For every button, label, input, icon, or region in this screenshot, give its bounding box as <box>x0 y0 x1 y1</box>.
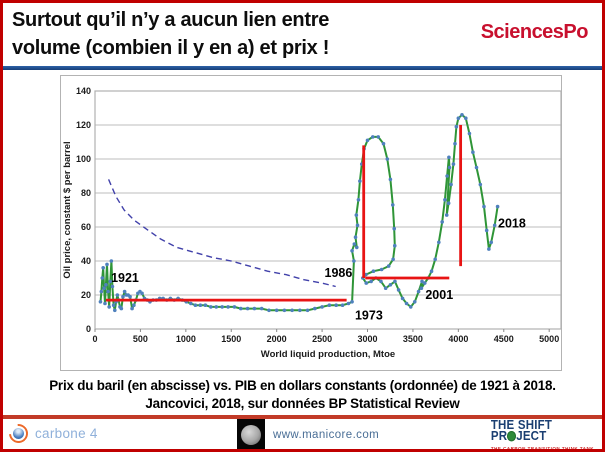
svg-text:0: 0 <box>86 324 91 334</box>
svg-text:120: 120 <box>76 120 91 130</box>
footer: carbone 4 www.manicore.com THE SHIFT PR J… <box>3 418 602 451</box>
svg-text:140: 140 <box>76 86 91 96</box>
slide-title-line1: Surtout qu’il n’y a aucun lien entre <box>12 9 330 31</box>
header-divider <box>3 66 602 70</box>
carbone4-logo: carbone 4 <box>5 420 98 447</box>
svg-text:2001: 2001 <box>425 288 453 302</box>
svg-text:Oil price, constant $ per barr: Oil price, constant $ per barrel <box>62 141 73 278</box>
svg-text:80: 80 <box>81 188 91 198</box>
carbone4-label: carbone 4 <box>35 426 98 441</box>
oil-price-chart-canvas: 0 500 1000 1500 2000 2500 3000 3500 4000 4500 5000… <box>62 86 561 360</box>
svg-text:100: 100 <box>76 154 91 164</box>
slide-title: Surtout qu’il n’y a aucun lien entre vol… <box>12 6 329 62</box>
svg-text:20: 20 <box>81 290 91 300</box>
svg-text:5000: 5000 <box>539 334 559 344</box>
moon-image <box>237 419 265 449</box>
svg-text:3500: 3500 <box>403 334 423 344</box>
caption-line1: Prix du baril (en abscisse) vs. PIB en d… <box>49 378 556 393</box>
slide-title-line2: volume (combien il y en a) et prix ! <box>12 37 330 59</box>
manicore-url: www.manicore.com <box>273 429 380 441</box>
shift-logo-tagline: THE CARBON TRANSITION THINK TANK <box>490 446 594 451</box>
shift-project-logo: THE SHIFT PR JECT THE CARBON TRANSITION T… <box>490 418 594 451</box>
svg-text:4000: 4000 <box>448 334 468 344</box>
caption-line2: Jancovici, 2018, sur données BP Statisti… <box>145 396 460 411</box>
svg-text:500: 500 <box>133 334 148 344</box>
moon-icon <box>241 425 261 445</box>
chart-caption: Prix du baril (en abscisse) vs. PIB en d… <box>3 377 602 413</box>
svg-text:2500: 2500 <box>312 334 332 344</box>
svg-text:1973: 1973 <box>355 308 383 322</box>
svg-text:World liquid production, Mtoe: World liquid production, Mtoe <box>261 349 395 360</box>
sciencespo-logo: SciencesPo <box>480 21 589 43</box>
svg-text:1986: 1986 <box>325 266 353 280</box>
shift-logo-line1: THE SHIFT <box>490 418 553 433</box>
svg-text:1000: 1000 <box>176 334 196 344</box>
oil-price-chart: 0 500 1000 1500 2000 2500 3000 3500 4000 4500 5000… <box>60 75 562 371</box>
footer-divider <box>3 415 602 419</box>
carbone4-icon <box>5 420 32 447</box>
shift-logo-line2: PR JECT <box>490 429 547 444</box>
svg-text:4500: 4500 <box>494 334 514 344</box>
svg-text:1500: 1500 <box>221 334 241 344</box>
svg-text:2018: 2018 <box>498 217 526 231</box>
svg-text:1921: 1921 <box>111 271 139 285</box>
globe-icon <box>507 431 517 442</box>
svg-text:60: 60 <box>81 222 91 232</box>
svg-text:40: 40 <box>81 256 91 266</box>
svg-text:0: 0 <box>92 334 97 344</box>
svg-text:2000: 2000 <box>267 334 287 344</box>
svg-text:3000: 3000 <box>357 334 377 344</box>
